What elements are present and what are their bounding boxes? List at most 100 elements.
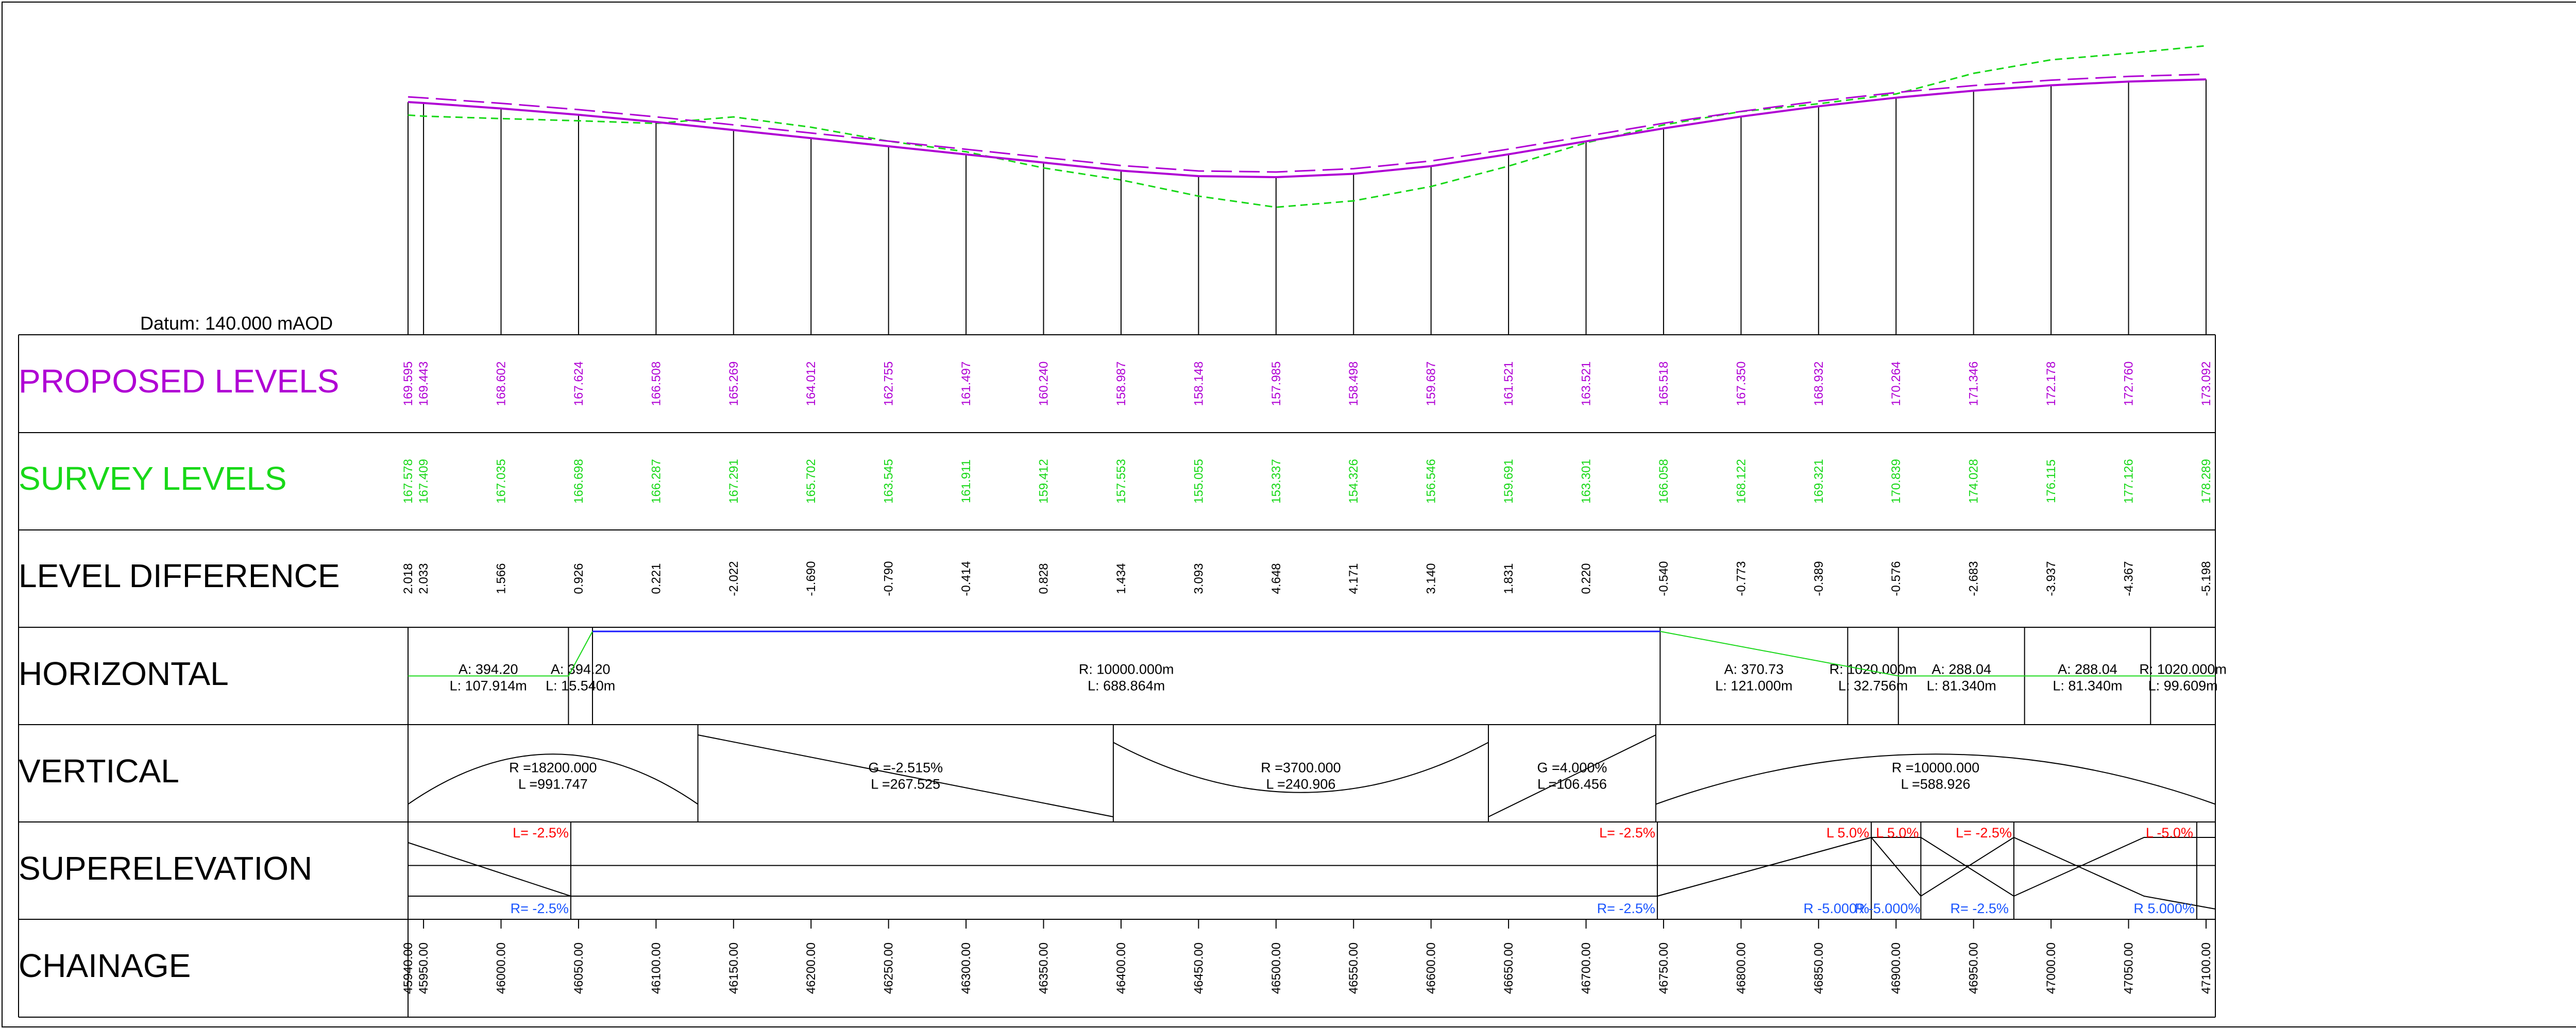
level-difference-values: 2.018 2.033 1.566 0.926 0.221 -2.022 -1.690 -0.… <box>401 561 2213 596</box>
row-title-superelevation: SUPERELEVATION <box>19 850 312 887</box>
survey-level-label: 170.839 <box>1889 459 1903 504</box>
right-superelevation-label: R -5.000% <box>1804 901 1870 916</box>
horizontal-element-line1: A: 394.20 <box>551 662 611 677</box>
data-band-table: PROPOSED LEVELS SURVEY LEVELS LEVEL DIFF… <box>18 334 2227 1018</box>
horizontal-element-line1: A: 370.73 <box>1724 662 1784 677</box>
chainage-label: 46450.00 <box>1192 942 1206 994</box>
vertical-element-line2: L =106.456 <box>1537 777 1607 792</box>
proposed-level-label: 172.178 <box>2044 362 2058 406</box>
level-difference-label: 3.140 <box>1425 563 1438 594</box>
horizontal-element-line2: L: 107.914m <box>450 678 527 694</box>
horizontal-element-line1: A: 394.20 <box>459 662 518 677</box>
survey-level-label: 166.698 <box>572 459 586 504</box>
proposed-level-label: 167.350 <box>1734 362 1748 406</box>
vertical-element-line2: L =991.747 <box>518 777 588 792</box>
vertical-element-line1: R =10000.000 <box>1892 760 1979 776</box>
level-difference-label: -1.690 <box>804 561 818 596</box>
proposed-level-label: 163.521 <box>1580 362 1594 406</box>
survey-level-values: 167.578 167.409 167.035 166.698 166.287 167.2… <box>401 459 2213 504</box>
survey-level-label: 167.409 <box>417 459 431 504</box>
horizontal-element-line1: R: 10000.000m <box>1079 662 1174 677</box>
survey-level-label: 166.287 <box>649 459 663 504</box>
design-alternative-line <box>408 73 2206 173</box>
level-difference-label: -5.198 <box>2199 561 2213 596</box>
row-title-difference: LEVEL DIFFERENCE <box>19 557 340 594</box>
vertical-element-line1: G =-2.515% <box>868 760 943 776</box>
level-difference-label: -0.414 <box>959 561 973 596</box>
level-difference-label: 2.018 <box>401 563 415 594</box>
vertical-element-curve <box>408 753 699 805</box>
level-difference-label: -0.576 <box>1889 561 1903 596</box>
chainage-label: 45940.00 <box>401 942 415 994</box>
vertical-element-line1: G =4.000% <box>1537 760 1607 776</box>
proposed-level-label: 161.497 <box>959 362 973 406</box>
proposed-level-label: 165.518 <box>1657 362 1671 406</box>
proposed-level-label: 168.602 <box>495 362 509 406</box>
level-difference-label: -0.773 <box>1734 561 1748 596</box>
level-difference-label: -2.683 <box>1967 561 1981 596</box>
proposed-level-label: 165.269 <box>727 362 741 406</box>
level-difference-label: 0.828 <box>1037 563 1051 594</box>
row-title-survey: SURVEY LEVELS <box>19 460 287 497</box>
right-superelevation-label: R= -2.5% <box>1951 901 2009 916</box>
level-difference-label: -2.022 <box>727 561 741 596</box>
chainage-label: 47100.00 <box>2199 942 2213 994</box>
chainage-label: 46500.00 <box>1269 942 1283 994</box>
level-difference-label: 4.648 <box>1269 563 1283 594</box>
horizontal-transition-line <box>408 631 593 677</box>
proposed-level-label: 157.985 <box>1269 362 1283 406</box>
chainage-label: 46000.00 <box>495 942 509 994</box>
survey-level-label: 163.301 <box>1580 459 1594 504</box>
survey-level-label: 159.691 <box>1502 459 1516 504</box>
chainage-label: 46700.00 <box>1580 942 1594 994</box>
proposed-level-label: 171.346 <box>1967 362 1981 406</box>
level-difference-label: 0.220 <box>1580 563 1594 594</box>
right-superelevation-label: R= -2.5% <box>511 901 569 916</box>
level-difference-label: 0.926 <box>572 563 586 594</box>
survey-level-label: 167.578 <box>401 459 415 504</box>
left-superelevation-label: L -5.0% <box>2146 825 2193 841</box>
horizontal-element-line1: R: 1020.000m <box>2139 662 2227 677</box>
proposed-level-label: 166.508 <box>649 362 663 406</box>
chainage-label: 46250.00 <box>882 942 896 994</box>
survey-level-label: 169.321 <box>1812 459 1826 504</box>
vertical-element-curve <box>1655 753 2216 805</box>
left-superelevation-label: L 5.0% <box>1876 825 1919 841</box>
horizontal-element-line2: L: 81.340m <box>1927 678 1996 694</box>
station-lines <box>408 79 2207 335</box>
survey-levels-line <box>408 45 2207 208</box>
level-difference-label: 1.831 <box>1502 563 1516 594</box>
chainage-label: 46800.00 <box>1734 942 1748 994</box>
vertical-element-curve <box>698 734 1114 817</box>
level-difference-label: 3.093 <box>1192 563 1206 594</box>
proposed-level-label: 173.092 <box>2199 362 2213 406</box>
survey-level-label: 177.126 <box>2122 459 2136 504</box>
proposed-level-label: 158.987 <box>1114 362 1128 406</box>
proposed-level-label: 162.755 <box>882 362 896 406</box>
horizontal-element-line1: A: 288.04 <box>2058 662 2117 677</box>
survey-level-label: 167.035 <box>495 459 509 504</box>
proposed-levels-line <box>408 78 2207 178</box>
vertical-element-line1: R =3700.000 <box>1261 760 1341 776</box>
chainage-label: 46100.00 <box>649 942 663 994</box>
survey-level-label: 174.028 <box>1967 459 1981 504</box>
level-difference-label: -0.389 <box>1812 561 1826 596</box>
row-title-horizontal: HORIZONTAL <box>19 655 229 692</box>
chainage-label: 46200.00 <box>804 942 818 994</box>
row-title-vertical: VERTICAL <box>19 752 179 790</box>
vertical-element-curve <box>1488 734 1656 817</box>
proposed-level-label: 169.595 <box>401 362 415 406</box>
survey-level-label: 159.412 <box>1037 459 1051 504</box>
proposed-level-label: 159.687 <box>1425 362 1438 406</box>
chainage-label: 46150.00 <box>727 942 741 994</box>
right-superelevation-label: R 5.000% <box>2133 901 2195 916</box>
survey-level-label: 167.291 <box>727 459 741 504</box>
level-difference-label: -4.367 <box>2122 561 2136 596</box>
survey-level-label: 178.289 <box>2199 459 2213 504</box>
survey-level-label: 156.546 <box>1425 459 1438 504</box>
horizontal-element-line1: A: 288.04 <box>1931 662 1991 677</box>
horizontal-element-line2: L: 15.540m <box>546 678 615 694</box>
datum-label: Datum: 140.000 mAOD <box>140 313 333 334</box>
